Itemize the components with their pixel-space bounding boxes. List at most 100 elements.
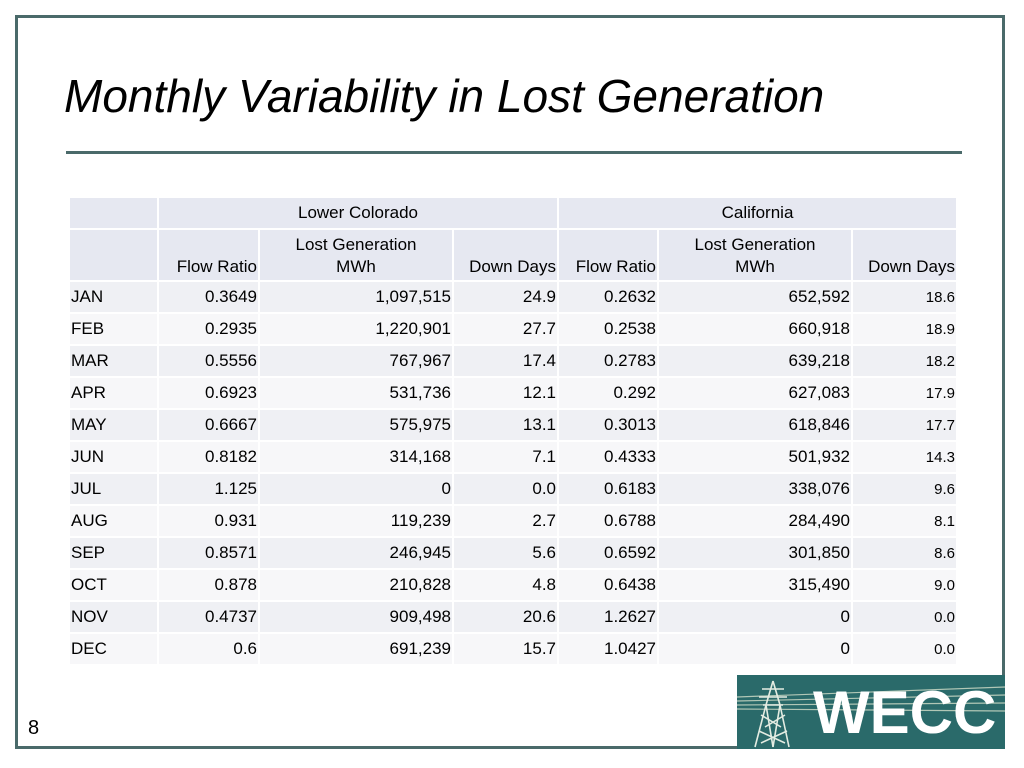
cell-ca-down-days: 17.7 <box>851 408 958 442</box>
cell-lc-flow-ratio: 0.2935 <box>157 312 260 346</box>
table-row: NOV 0.4737 909,498 20.6 1.2627 0 0.0 <box>68 600 958 634</box>
cell-lc-down-days: 2.7 <box>452 504 559 538</box>
cell-ca-lost-generation: 660,918 <box>657 312 853 346</box>
table-row: MAY 0.6667 575,975 13.1 0.3013 618,846 17.7 <box>68 408 958 442</box>
cell-ca-lost-generation: 338,076 <box>657 472 853 506</box>
cell-lc-lost-generation: 210,828 <box>258 568 454 602</box>
group-header-row: Lower Colorado California <box>68 196 958 230</box>
slide-title: Monthly Variability in Lost Generation <box>64 70 825 122</box>
cell-ca-down-days: 14.3 <box>851 440 958 474</box>
cell-lc-lost-generation: 0 <box>258 472 454 506</box>
cell-ca-down-days: 18.6 <box>851 280 958 314</box>
cell-ca-down-days: 18.2 <box>851 344 958 378</box>
transmission-tower-icon <box>737 680 1005 748</box>
wecc-logo: WECC <box>737 675 1005 749</box>
page-number: 8 <box>28 717 40 739</box>
table-row: SEP 0.8571 246,945 5.6 0.6592 301,850 8.6 <box>68 536 958 570</box>
table-row: JUL 1.125 0 0.0 0.6183 338,076 9.6 <box>68 472 958 506</box>
cell-ca-down-days: 9.0 <box>851 568 958 602</box>
column-header-flow-ratio: Flow Ratio <box>557 228 659 282</box>
logo-text: WECC <box>813 679 997 746</box>
cell-ca-flow-ratio: 1.0427 <box>557 632 659 666</box>
cell-month: MAR <box>68 344 159 378</box>
cell-lc-flow-ratio: 0.8182 <box>157 440 260 474</box>
cell-lc-lost-generation: 314,168 <box>258 440 454 474</box>
cell-lc-down-days: 4.8 <box>452 568 559 602</box>
cell-lc-down-days: 24.9 <box>452 280 559 314</box>
cell-ca-flow-ratio: 0.6183 <box>557 472 659 506</box>
table-row: MAR 0.5556 767,967 17.4 0.2783 639,218 18.2 <box>68 344 958 378</box>
group-header-lower-colorado: Lower Colorado <box>157 196 559 230</box>
cell-ca-lost-generation: 0 <box>657 632 853 666</box>
cell-lc-lost-generation: 909,498 <box>258 600 454 634</box>
cell-lc-lost-generation: 767,967 <box>258 344 454 378</box>
column-header-blank <box>68 228 159 282</box>
cell-ca-lost-generation: 639,218 <box>657 344 853 378</box>
cell-month: MAY <box>68 408 159 442</box>
column-header-down-days: Down Days <box>851 228 958 282</box>
column-header-lost-generation: Lost Generation MWh <box>657 228 853 282</box>
cell-lc-down-days: 7.1 <box>452 440 559 474</box>
lost-generation-table: Lower Colorado California Flow Ratio Los… <box>68 196 958 666</box>
cell-ca-lost-generation: 315,490 <box>657 568 853 602</box>
group-header-blank <box>68 196 159 230</box>
cell-lc-down-days: 0.0 <box>452 472 559 506</box>
column-header-flow-ratio: Flow Ratio <box>157 228 260 282</box>
cell-lc-down-days: 5.6 <box>452 536 559 570</box>
cell-ca-flow-ratio: 1.2627 <box>557 600 659 634</box>
cell-lc-flow-ratio: 0.6 <box>157 632 260 666</box>
cell-lc-lost-generation: 575,975 <box>258 408 454 442</box>
cell-ca-lost-generation: 284,490 <box>657 504 853 538</box>
cell-ca-lost-generation: 618,846 <box>657 408 853 442</box>
cell-ca-lost-generation: 301,850 <box>657 536 853 570</box>
table-row: DEC 0.6 691,239 15.7 1.0427 0 0.0 <box>68 632 958 666</box>
slide-frame <box>15 15 1005 749</box>
cell-lc-flow-ratio: 0.6667 <box>157 408 260 442</box>
cell-lc-down-days: 27.7 <box>452 312 559 346</box>
cell-lc-down-days: 17.4 <box>452 344 559 378</box>
cell-month: JAN <box>68 280 159 314</box>
cell-ca-down-days: 8.6 <box>851 536 958 570</box>
cell-ca-down-days: 0.0 <box>851 600 958 634</box>
cell-lc-flow-ratio: 0.3649 <box>157 280 260 314</box>
cell-ca-lost-generation: 652,592 <box>657 280 853 314</box>
cell-lc-lost-generation: 1,220,901 <box>258 312 454 346</box>
cell-ca-flow-ratio: 0.6592 <box>557 536 659 570</box>
cell-lc-lost-generation: 1,097,515 <box>258 280 454 314</box>
cell-ca-down-days: 9.6 <box>851 472 958 506</box>
table-row: APR 0.6923 531,736 12.1 0.292 627,083 17.9 <box>68 376 958 410</box>
table-row: FEB 0.2935 1,220,901 27.7 0.2538 660,918 18.9 <box>68 312 958 346</box>
cell-ca-flow-ratio: 0.292 <box>557 376 659 410</box>
cell-ca-lost-generation: 0 <box>657 600 853 634</box>
cell-ca-flow-ratio: 0.6438 <box>557 568 659 602</box>
cell-ca-lost-generation: 627,083 <box>657 376 853 410</box>
cell-ca-flow-ratio: 0.2538 <box>557 312 659 346</box>
cell-lc-flow-ratio: 1.125 <box>157 472 260 506</box>
cell-lc-down-days: 12.1 <box>452 376 559 410</box>
cell-month: OCT <box>68 568 159 602</box>
cell-lc-lost-generation: 691,239 <box>258 632 454 666</box>
cell-lc-lost-generation: 246,945 <box>258 536 454 570</box>
cell-lc-lost-generation: 119,239 <box>258 504 454 538</box>
table-row: JAN 0.3649 1,097,515 24.9 0.2632 652,592 18.6 <box>68 280 958 314</box>
column-header-lost-generation: Lost Generation MWh <box>258 228 454 282</box>
cell-month: NOV <box>68 600 159 634</box>
cell-lc-flow-ratio: 0.6923 <box>157 376 260 410</box>
cell-month: JUN <box>68 440 159 474</box>
cell-lc-lost-generation: 531,736 <box>258 376 454 410</box>
cell-ca-flow-ratio: 0.2632 <box>557 280 659 314</box>
column-header-row: Flow Ratio Lost Generation MWh Down Days … <box>68 228 958 282</box>
cell-month: JUL <box>68 472 159 506</box>
cell-ca-flow-ratio: 0.3013 <box>557 408 659 442</box>
cell-ca-down-days: 8.1 <box>851 504 958 538</box>
cell-ca-down-days: 18.9 <box>851 312 958 346</box>
group-header-california: California <box>557 196 958 230</box>
cell-ca-flow-ratio: 0.2783 <box>557 344 659 378</box>
cell-month: APR <box>68 376 159 410</box>
cell-lc-flow-ratio: 0.8571 <box>157 536 260 570</box>
table-row: AUG 0.931 119,239 2.7 0.6788 284,490 8.1 <box>68 504 958 538</box>
table-row: OCT 0.878 210,828 4.8 0.6438 315,490 9.0 <box>68 568 958 602</box>
cell-ca-flow-ratio: 0.6788 <box>557 504 659 538</box>
table-row: JUN 0.8182 314,168 7.1 0.4333 501,932 14.3 <box>68 440 958 474</box>
cell-ca-down-days: 0.0 <box>851 632 958 666</box>
